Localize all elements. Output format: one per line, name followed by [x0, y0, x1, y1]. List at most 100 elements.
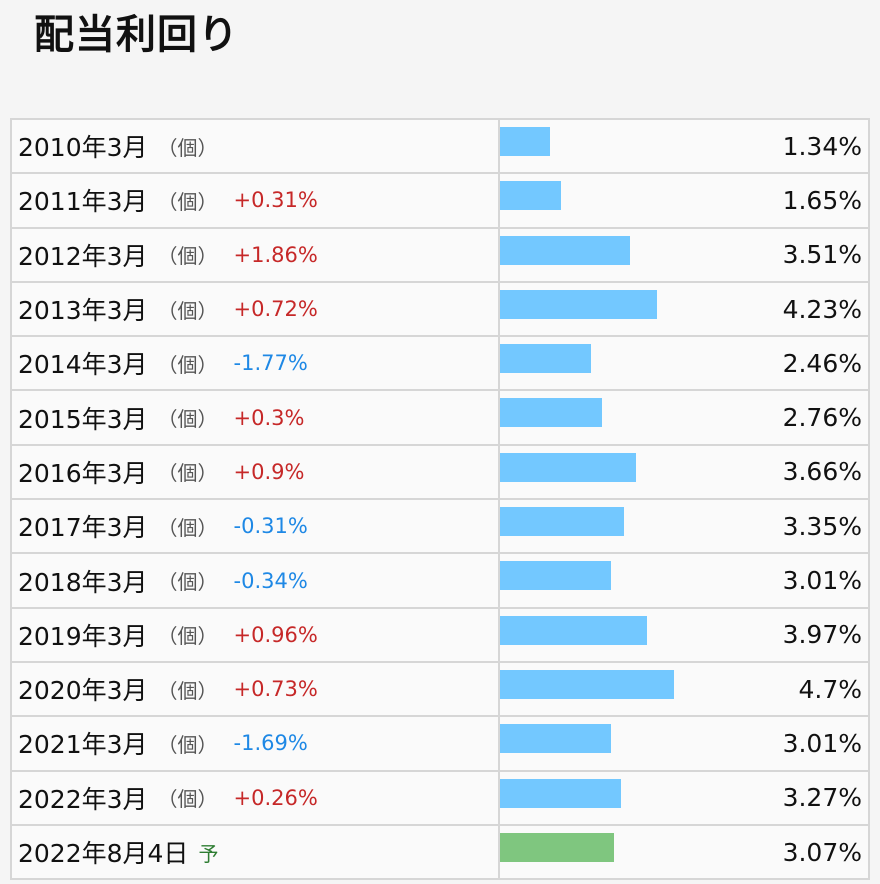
change-label: +1.86% — [233, 242, 318, 267]
row-label: 2017年3月 （個） -0.31% — [18, 500, 308, 552]
period-label: 2020年3月 — [18, 676, 148, 706]
period-label: 2015年3月 — [18, 404, 148, 434]
dividend-yield-table: 2010年3月 （個） 1.34% 2011年3月 （個） +0.31% 1.65% 2012… — [10, 118, 870, 881]
yield-bar — [500, 778, 622, 808]
unit-label: （個） — [157, 189, 218, 214]
change-label: +0.26% — [233, 785, 318, 810]
yield-value: 1.65% — [782, 185, 862, 215]
row-label: 2020年3月 （個） +0.73% — [18, 663, 318, 715]
yield-bar — [500, 615, 647, 645]
column-divider — [498, 228, 500, 281]
row-label: 2015年3月 （個） +0.3% — [18, 391, 304, 443]
yield-bar — [500, 289, 657, 319]
column-divider — [498, 282, 500, 336]
period-label: 2010年3月 — [18, 133, 148, 163]
yield-bar — [500, 398, 603, 428]
table-row: 2013年3月 （個） +0.72% 4.23% — [12, 282, 868, 338]
row-label: 2019年3月 （個） +0.96% — [18, 609, 318, 661]
change-label: -1.69% — [233, 731, 308, 756]
change-label: -0.31% — [233, 514, 308, 539]
table-row: 2018年3月 （個） -0.34% 3.01% — [12, 554, 868, 609]
row-label: 2022年8月4日予 — [18, 826, 218, 878]
change-label: -0.34% — [233, 568, 308, 593]
page-title: 配当利回り — [34, 12, 239, 58]
yield-value: 3.35% — [782, 511, 862, 541]
unit-label: （個） — [157, 678, 218, 703]
forecast-yield-bar — [500, 832, 614, 862]
table-row: 2016年3月 （個） +0.9% 3.66% — [12, 445, 868, 501]
row-label: 2018年3月 （個） -0.34% — [18, 554, 308, 606]
table-row: 2022年3月 （個） +0.26% 3.27% — [12, 771, 868, 826]
period-label: 2011年3月 — [18, 187, 148, 217]
table-row: 2017年3月 （個） -0.31% 3.35% — [12, 500, 868, 555]
yield-value: 4.7% — [798, 674, 862, 704]
row-label: 2022年3月 （個） +0.26% — [18, 772, 318, 824]
yield-value: 2.46% — [782, 348, 862, 378]
column-divider — [498, 174, 500, 227]
period-label: 2022年8月4日 — [18, 839, 189, 868]
column-divider — [498, 120, 500, 173]
table-row: 2020年3月 （個） +0.73% 4.7% — [12, 662, 868, 718]
change-label: +0.72% — [233, 297, 318, 322]
row-label: 2021年3月 （個） -1.69% — [18, 717, 308, 769]
yield-bar — [500, 561, 612, 591]
change-label: +0.31% — [233, 188, 318, 213]
change-label: +0.9% — [233, 459, 305, 484]
period-label: 2013年3月 — [18, 296, 148, 326]
unit-label: （個） — [157, 515, 218, 540]
yield-bar — [500, 724, 612, 754]
period-label: 2017年3月 — [18, 513, 148, 543]
yield-value: 3.51% — [782, 240, 862, 270]
period-label: 2019年3月 — [18, 621, 148, 651]
yield-value: 1.34% — [782, 131, 862, 161]
change-label: +0.96% — [233, 622, 318, 647]
yield-bar — [500, 344, 592, 374]
column-divider — [498, 500, 500, 553]
change-label: +0.73% — [233, 677, 318, 702]
table-row: 2010年3月 （個） 1.34% — [12, 120, 868, 175]
column-divider — [498, 337, 500, 390]
yield-value: 3.07% — [782, 837, 862, 867]
unit-label: （個） — [157, 298, 218, 323]
row-label: 2010年3月 （個） — [18, 120, 218, 172]
table-row: 2012年3月 （個） +1.86% 3.51% — [12, 228, 868, 283]
forecast-label: 予 — [198, 841, 219, 866]
yield-value: 3.01% — [782, 728, 862, 758]
column-divider — [498, 825, 500, 879]
period-label: 2016年3月 — [18, 458, 148, 488]
row-label: 2012年3月 （個） +1.86% — [18, 229, 318, 281]
yield-bar — [500, 669, 674, 699]
yield-value: 3.27% — [782, 783, 862, 813]
yield-bar — [500, 507, 624, 537]
yield-value: 2.76% — [782, 403, 862, 433]
column-divider — [498, 717, 500, 770]
column-divider — [498, 554, 500, 607]
yield-bar — [500, 235, 630, 265]
table-row: 2011年3月 （個） +0.31% 1.65% — [12, 174, 868, 229]
unit-label: （個） — [157, 624, 218, 649]
period-label: 2012年3月 — [18, 241, 148, 271]
unit-label: （個） — [157, 135, 218, 160]
yield-bar — [500, 181, 562, 211]
column-divider — [498, 445, 500, 499]
unit-label: （個） — [157, 461, 218, 486]
period-label: 2018年3月 — [18, 567, 148, 597]
yield-value: 3.97% — [782, 620, 862, 650]
period-label: 2021年3月 — [18, 730, 148, 760]
column-divider — [498, 771, 500, 824]
column-divider — [498, 391, 500, 444]
period-label: 2014年3月 — [18, 350, 148, 380]
table-row: 2021年3月 （個） -1.69% 3.01% — [12, 717, 868, 772]
unit-label: （個） — [157, 787, 218, 812]
period-label: 2022年3月 — [18, 784, 148, 814]
change-label: +0.3% — [233, 405, 305, 430]
row-label: 2014年3月 （個） -1.77% — [18, 337, 308, 389]
yield-bar — [500, 127, 550, 156]
column-divider — [498, 662, 500, 716]
yield-value: 4.23% — [782, 294, 862, 324]
yield-value: 3.01% — [782, 566, 862, 596]
row-label: 2013年3月 （個） +0.72% — [18, 283, 318, 335]
unit-label: （個） — [157, 244, 218, 269]
row-label: 2011年3月 （個） +0.31% — [18, 174, 318, 226]
yield-value: 3.66% — [782, 457, 862, 487]
